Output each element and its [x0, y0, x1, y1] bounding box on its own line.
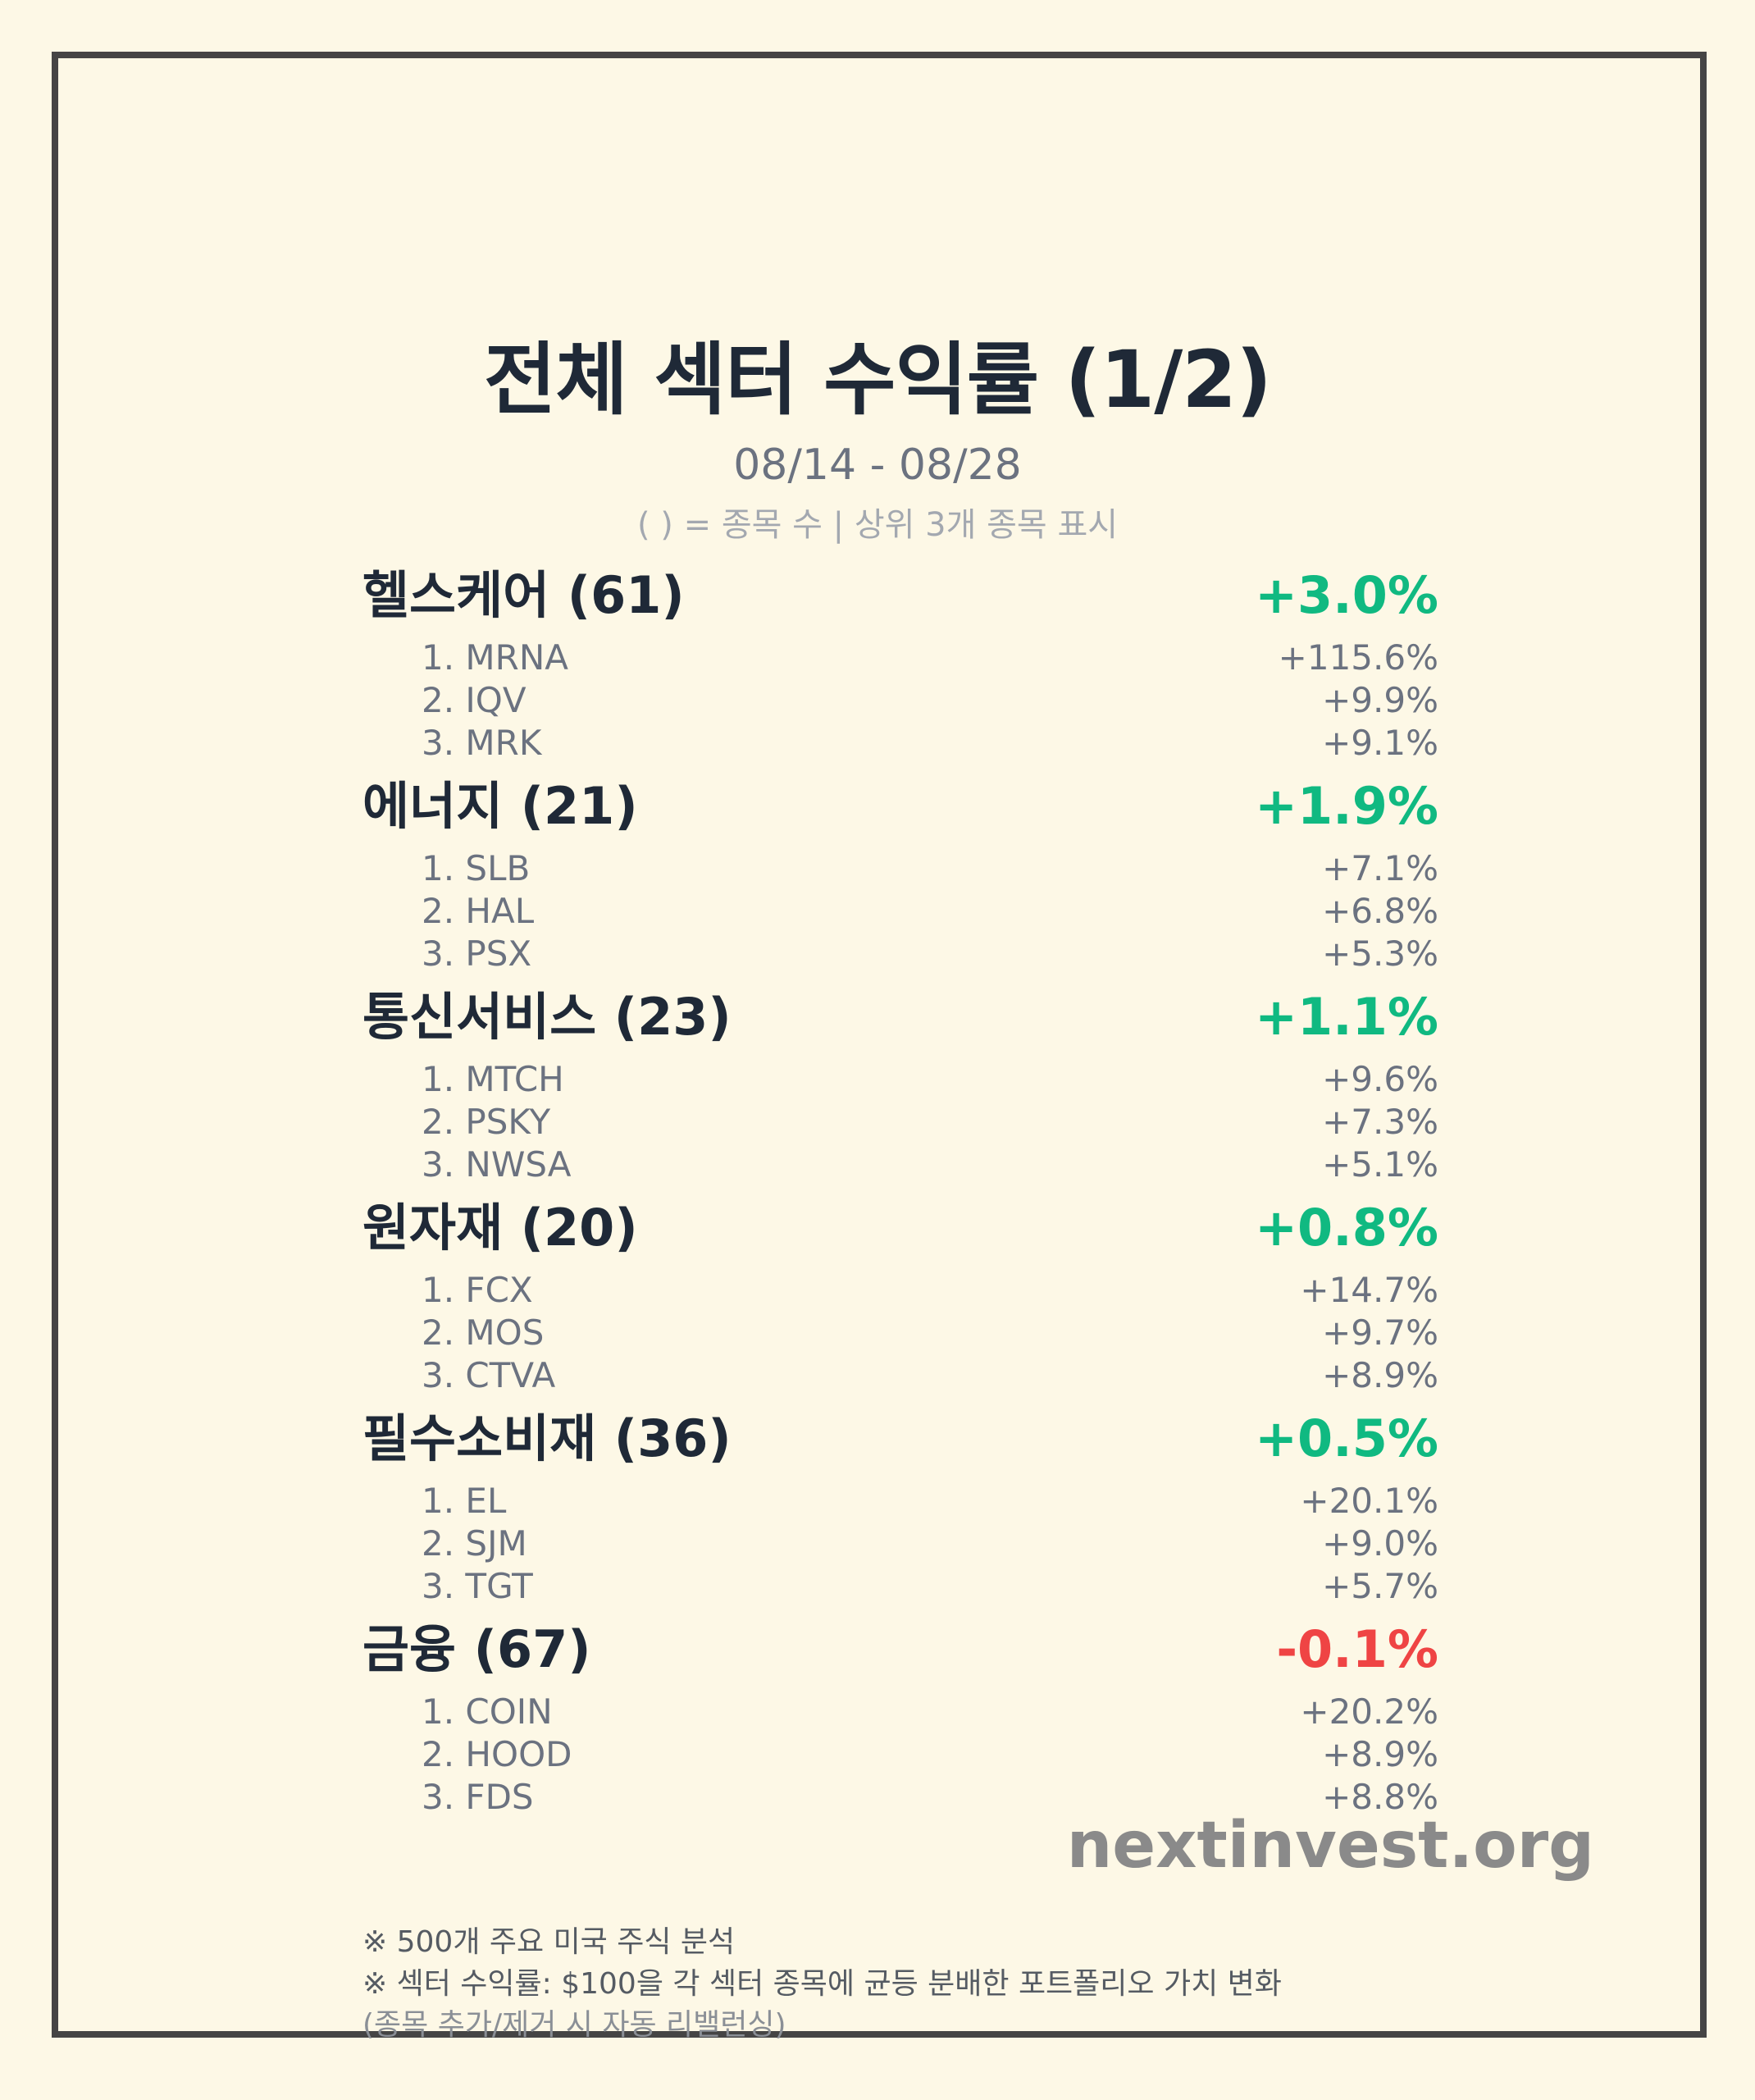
stock-row: 1. SLB +7.1%: [362, 847, 1438, 890]
stock-ticker: 2. HAL: [422, 891, 535, 931]
sector-return: +0.8%: [1255, 1198, 1438, 1258]
stock-row: 2. HAL +6.8%: [362, 890, 1438, 933]
stock-return: +9.7%: [1322, 1312, 1438, 1353]
sector-block: 통신서비스 (23) +1.1% 1. MTCH +9.6% 2. PSKY +…: [362, 976, 1438, 1186]
stock-return: +5.7%: [1322, 1566, 1438, 1606]
stock-return: +20.2%: [1300, 1691, 1438, 1732]
sector-return: +3.0%: [1255, 565, 1438, 625]
stock-ticker: 1. FCX: [422, 1270, 533, 1310]
stock-list: 1. COIN +20.2% 2. HOOD +8.9% 3. FDS +8.8…: [362, 1691, 1438, 1819]
stock-ticker: 3. TGT: [422, 1566, 533, 1606]
stock-row: 3. NWSA +5.1%: [362, 1144, 1438, 1186]
stock-ticker: 3. NWSA: [422, 1144, 572, 1185]
watermark: nextinvest.org: [1066, 1809, 1594, 1883]
stock-return: +8.9%: [1322, 1734, 1438, 1774]
stock-row: 1. FCX +14.7%: [362, 1269, 1438, 1312]
footnote: ※ 섹터 수익률: $100을 각 섹터 종목에 균등 분배한 포트폴리오 가치…: [362, 1967, 1282, 2001]
sector-header: 필수소비재 (36) +0.5%: [362, 1398, 1438, 1480]
stock-row: 1. MTCH +9.6%: [362, 1058, 1438, 1101]
page-title: 전체 섹터 수익률 (1/2): [484, 334, 1272, 426]
stock-ticker: 2. MOS: [422, 1312, 545, 1353]
sector-return: +1.1%: [1255, 987, 1438, 1047]
stock-return: +9.6%: [1322, 1059, 1438, 1099]
stock-row: 1. COIN +20.2%: [362, 1691, 1438, 1733]
stock-row: 2. IQV +9.9%: [362, 679, 1438, 722]
stock-ticker: 2. HOOD: [422, 1734, 572, 1774]
sector-header: 원자재 (20) +0.8%: [362, 1187, 1438, 1269]
sector-name: 에너지 (21): [362, 776, 638, 836]
sector-header: 통신서비스 (23) +1.1%: [362, 976, 1438, 1058]
stock-row: 3. CTVA +8.9%: [362, 1354, 1438, 1397]
stock-row: 3. FDS +8.8%: [362, 1776, 1438, 1819]
stock-ticker: 1. SLB: [422, 848, 531, 888]
stock-list: 1. FCX +14.7% 2. MOS +9.7% 3. CTVA +8.9%: [362, 1269, 1438, 1397]
stock-return: +7.1%: [1322, 848, 1438, 888]
stock-row: 2. PSKY +7.3%: [362, 1101, 1438, 1144]
stock-return: +9.0%: [1322, 1523, 1438, 1564]
sector-name: 통신서비스 (23): [362, 987, 732, 1047]
stock-row: 2. MOS +9.7%: [362, 1312, 1438, 1354]
sector-block: 금융 (67) -0.1% 1. COIN +20.2% 2. HOOD +8.…: [362, 1609, 1438, 1819]
stock-row: 1. EL +20.1%: [362, 1480, 1438, 1522]
card-frame: [52, 52, 1707, 2038]
sector-block: 필수소비재 (36) +0.5% 1. EL +20.1% 2. SJM +9.…: [362, 1398, 1438, 1608]
stock-return: +9.1%: [1322, 723, 1438, 763]
stock-list: 1. EL +20.1% 2. SJM +9.0% 3. TGT +5.7%: [362, 1480, 1438, 1608]
stock-return: +14.7%: [1300, 1270, 1438, 1310]
stock-ticker: 1. MRNA: [422, 637, 568, 678]
stock-return: +8.8%: [1322, 1777, 1438, 1817]
stock-ticker: 1. EL: [422, 1481, 507, 1521]
sector-name: 금융 (67): [362, 1619, 591, 1679]
stock-row: 2. HOOD +8.9%: [362, 1733, 1438, 1776]
stock-ticker: 2. IQV: [422, 680, 526, 720]
stock-row: 1. MRNA +115.6%: [362, 637, 1438, 679]
sector-return: -0.1%: [1276, 1619, 1438, 1679]
sector-name: 헬스케어 (61): [362, 565, 685, 625]
sector-header: 헬스케어 (61) +3.0%: [362, 555, 1438, 637]
stock-ticker: 3. FDS: [422, 1777, 534, 1817]
stock-return: +8.9%: [1322, 1355, 1438, 1395]
stock-ticker: 2. PSKY: [422, 1102, 551, 1142]
stock-row: 3. TGT +5.7%: [362, 1565, 1438, 1608]
stock-ticker: 2. SJM: [422, 1523, 527, 1564]
stock-return: +20.1%: [1300, 1481, 1438, 1521]
footnote: ※ 500개 주요 미국 주식 분석: [362, 1925, 736, 1959]
sector-name: 원자재 (20): [362, 1198, 638, 1258]
stock-list: 1. MRNA +115.6% 2. IQV +9.9% 3. MRK +9.1…: [362, 637, 1438, 765]
legend-note: ( ) = 종목 수 | 상위 3개 종목 표시: [636, 506, 1119, 544]
stock-ticker: 1. MTCH: [422, 1059, 564, 1099]
sector-header: 금융 (67) -0.1%: [362, 1609, 1438, 1691]
sector-return: +0.5%: [1255, 1408, 1438, 1468]
stock-return: +7.3%: [1322, 1102, 1438, 1142]
sector-block: 원자재 (20) +0.8% 1. FCX +14.7% 2. MOS +9.7…: [362, 1187, 1438, 1397]
stock-return: +9.9%: [1322, 680, 1438, 720]
sector-header: 에너지 (21) +1.9%: [362, 765, 1438, 847]
stock-row: 3. PSX +5.3%: [362, 933, 1438, 975]
date-range: 08/14 - 08/28: [733, 441, 1022, 490]
stock-row: 3. MRK +9.1%: [362, 722, 1438, 765]
stock-return: +5.3%: [1322, 934, 1438, 974]
sector-block: 에너지 (21) +1.9% 1. SLB +7.1% 2. HAL +6.8%…: [362, 765, 1438, 975]
stock-ticker: 3. PSX: [422, 934, 532, 974]
stock-list: 1. SLB +7.1% 2. HAL +6.8% 3. PSX +5.3%: [362, 847, 1438, 975]
stock-ticker: 1. COIN: [422, 1691, 553, 1732]
stock-return: +5.1%: [1322, 1144, 1438, 1185]
stock-ticker: 3. CTVA: [422, 1355, 556, 1395]
sector-name: 필수소비재 (36): [362, 1408, 732, 1468]
stock-ticker: 3. MRK: [422, 723, 542, 763]
stock-row: 2. SJM +9.0%: [362, 1522, 1438, 1565]
stock-return: +6.8%: [1322, 891, 1438, 931]
footnote: (종목 추가/제거 시 자동 리밸런싱): [362, 2008, 786, 2042]
sector-return: +1.9%: [1255, 776, 1438, 836]
sector-block: 헬스케어 (61) +3.0% 1. MRNA +115.6% 2. IQV +…: [362, 555, 1438, 765]
stock-return: +115.6%: [1278, 637, 1438, 678]
stock-list: 1. MTCH +9.6% 2. PSKY +7.3% 3. NWSA +5.1…: [362, 1058, 1438, 1186]
